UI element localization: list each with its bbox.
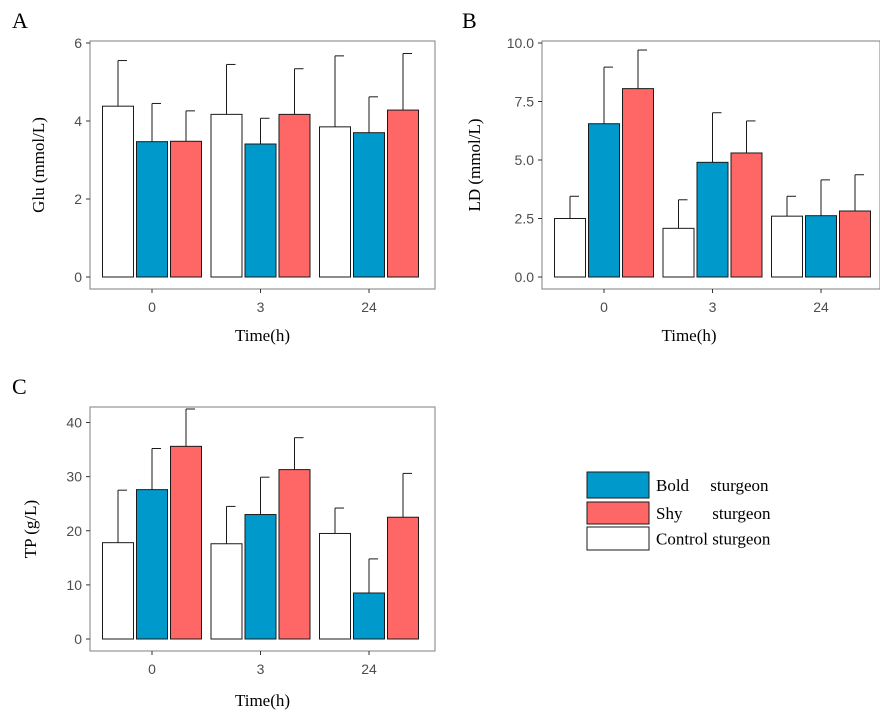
y-tick-label: 6 [74,35,82,51]
bar [210,543,243,640]
bar [319,532,351,640]
bar [102,105,134,278]
bar [102,542,134,640]
chart-panel-c: C 0 10 20 30 40 0 3 24 Time(h) TP (g/L) [12,374,436,710]
y-tick-label: 7.5 [515,94,535,110]
x-axis-title: Time(h) [235,691,290,710]
x-tick-label: 0 [600,299,608,315]
bar [554,218,586,278]
plot-frame [89,406,436,652]
x-tick-label: 3 [257,661,265,677]
panel-letter: C [12,374,27,399]
legend: Bold sturgeon Shy sturgeon Control sturgeo… [586,471,771,551]
plot-frame [541,40,880,290]
bar [353,592,385,640]
x-axis-title: Time(h) [661,326,716,345]
y-axis-title: TP (g/L) [21,500,40,558]
y-tick-label: 5.0 [515,152,535,168]
bar [771,215,803,278]
bar [170,140,202,278]
y-tick-label: 0 [74,269,82,285]
bar [170,445,202,640]
x-tick-label: 24 [813,299,829,315]
x-axis-title: Time(h) [235,326,290,345]
bar [805,215,837,278]
legend-swatch [586,471,650,499]
bar [387,109,419,278]
chart-panel-b: B 0.0 2.5 5.0 7.5 10.0 0 3 24 Time(h) LD (mmol/L) [462,8,880,345]
bar [696,161,729,278]
bar [278,469,311,640]
y-axis-title: LD (mmol/L) [465,118,484,211]
plot-frame [89,40,436,290]
panel-letter: B [462,8,477,33]
legend-label: Bold sturgeon [656,476,769,495]
bar [244,514,277,640]
legend-label: Shy sturgeon [656,504,771,523]
x-tick-label: 0 [148,661,156,677]
bar [136,141,168,278]
x-tick-label: 24 [361,299,377,315]
y-tick-label: 0 [74,631,82,647]
y-tick-label: 40 [66,415,82,431]
legend-swatch [586,501,650,525]
bar [136,489,168,640]
x-tick-label: 3 [709,299,717,315]
bar [210,113,243,278]
y-tick-label: 4 [74,113,82,129]
y-tick-label: 30 [66,469,82,485]
y-tick-label: 20 [66,523,82,539]
bar [387,516,419,640]
x-tick-label: 0 [148,299,156,315]
bar [662,227,695,278]
legend-swatch [586,526,650,551]
y-tick-label: 2.5 [515,211,535,227]
y-tick-label: 0.0 [515,269,535,285]
bar [244,143,277,278]
y-tick-label: 10.0 [507,35,534,51]
bar [278,113,311,278]
x-tick-label: 24 [361,661,377,677]
panel-letter: A [12,8,28,33]
bar [622,88,654,278]
x-tick-label: 3 [257,299,265,315]
bar [353,132,385,278]
bar [839,210,871,278]
y-tick-label: 10 [66,577,82,593]
y-axis-title: Glu (mmol/L) [29,117,48,213]
bar [730,152,763,278]
legend-label: Control sturgeon [656,530,771,549]
y-tick-label: 2 [74,191,82,207]
bar [588,123,620,278]
bar [319,126,351,278]
